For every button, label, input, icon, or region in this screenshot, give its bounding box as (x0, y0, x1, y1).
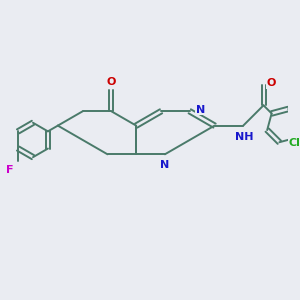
Text: NH: NH (236, 132, 254, 142)
Text: Cl: Cl (289, 138, 300, 148)
Text: O: O (267, 78, 276, 88)
Text: N: N (196, 105, 205, 115)
Text: F: F (6, 165, 14, 175)
Text: N: N (160, 160, 170, 170)
Text: O: O (107, 77, 116, 87)
